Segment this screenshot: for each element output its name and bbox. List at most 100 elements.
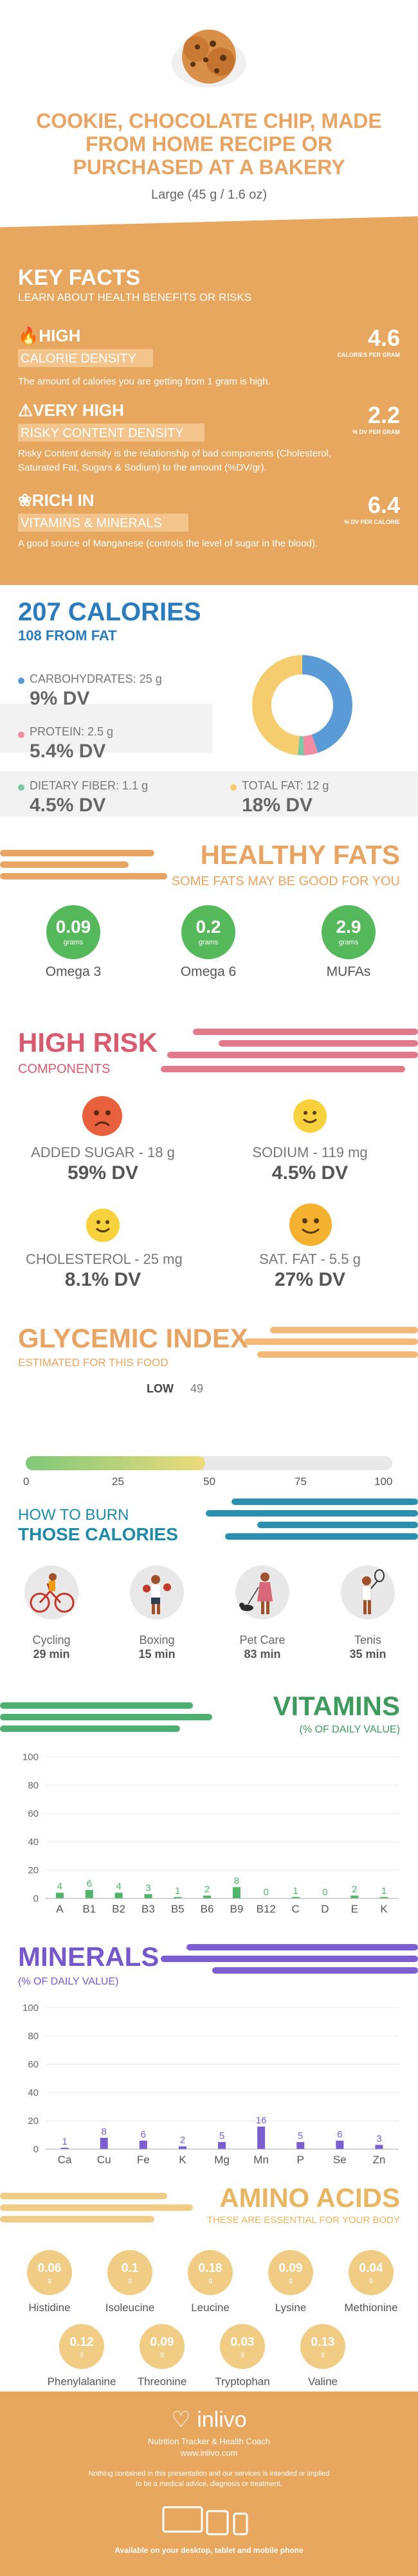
- fat-dot: [230, 784, 237, 791]
- glycemic-section: GLYCEMIC INDEX ESTIMATED FOR THIS FOOD L…: [0, 1318, 418, 1485]
- mineral-value-label: 16: [256, 2115, 267, 2126]
- leaf-icon: ❀: [18, 491, 32, 510]
- fiber-dot: [18, 784, 24, 791]
- footer-url[interactable]: www.inlivo.com: [180, 2448, 238, 2458]
- calories-from-fat: 108 FROM FAT: [18, 627, 117, 644]
- warning-icon: ⚠: [18, 401, 33, 420]
- amino-ball: 0.13 g: [300, 2324, 345, 2369]
- gi-level: LOW: [147, 1382, 174, 1395]
- serving-size: Large (45 g / 1.6 oz): [150, 188, 268, 202]
- mineral-ytick-label: 20: [28, 2116, 39, 2127]
- fact-description: A good source of Manganese (controls the…: [18, 538, 318, 549]
- decor-stripe: [232, 1499, 418, 1505]
- fat-dv: 18% DV: [242, 795, 313, 816]
- decor-stripe: [193, 1029, 418, 1035]
- burn-section: HOW TO BURN THOSE CALORIES Cycling 29 mi…: [0, 1495, 418, 1694]
- vitamin-ytick-label: 0: [33, 1893, 39, 1904]
- amino-value: 0.18: [198, 2262, 223, 2275]
- carbs-dot: [18, 678, 24, 684]
- amino-value: 0.13: [311, 2336, 335, 2349]
- decor-stripe: [244, 1338, 418, 1345]
- amino-value: 0.09: [278, 2262, 303, 2275]
- activity-label: Tenis: [354, 1634, 382, 1646]
- risk-dv: 4.5% DV: [271, 1162, 349, 1184]
- amino-unit: g: [160, 2351, 164, 2358]
- decor-stripe: [225, 1533, 418, 1540]
- donut-slice-carbohydrates: [302, 655, 352, 753]
- mineral-bar: [178, 2146, 186, 2149]
- decor-stripe: [161, 1956, 418, 1962]
- footer-section: ♡ inlivo Nutrition Tracker & Health Coac…: [0, 2391, 418, 2576]
- decor-stripe: [167, 1052, 418, 1058]
- vitamin-category-label: B9: [230, 1903, 244, 1915]
- mineral-bar: [296, 2142, 305, 2149]
- decor-stripe: [0, 2216, 154, 2222]
- fiber-label: DIETARY FIBER: 1.1 g: [30, 779, 149, 792]
- amino-subtitle: THESE ARE ESSENTIAL FOR YOUR BODY: [206, 2215, 400, 2226]
- amino-label: Methionine: [344, 2301, 398, 2314]
- amino-ball: 0.06 g: [27, 2250, 72, 2295]
- key-facts-section: KEY FACTS LEARN ABOUT HEALTH BENEFITS OR…: [0, 235, 418, 585]
- vitamin-bar: [55, 1893, 64, 1898]
- amino-unit: g: [321, 2351, 325, 2358]
- heart-icon: ♡: [171, 2408, 191, 2432]
- footer-disclaimer: to be a medical advice, diagnosis or tre…: [136, 2480, 282, 2488]
- mineral-category-label: Se: [333, 2154, 347, 2166]
- decor-stripe: [0, 1714, 212, 1720]
- vitamin-category-label: B5: [171, 1903, 185, 1915]
- glycemic-subtitle: ESTIMATED FOR THIS FOOD: [18, 1356, 168, 1369]
- vitamin-category-label: A: [56, 1903, 64, 1915]
- vitamin-ytick-label: 60: [28, 1808, 39, 1819]
- high-risk-title: HIGH RISK: [18, 1027, 158, 1058]
- risk-label: SODIUM - 119 mg: [252, 1144, 368, 1160]
- devices-icon: [158, 2505, 261, 2540]
- minerals-title: MINERALS: [18, 1941, 159, 1972]
- decor-stripe: [0, 1702, 193, 1709]
- amino-label: Threonine: [137, 2375, 187, 2388]
- glycemic-title: GLYCEMIC INDEX: [18, 1323, 248, 1353]
- omega3-label: Omega 3: [45, 964, 102, 979]
- amino-title: AMINO ACIDS: [219, 2183, 400, 2213]
- mineral-category-label: Cu: [97, 2154, 111, 2166]
- decor-stripe: [270, 1327, 418, 1333]
- amino-ball: 0.09 g: [140, 2324, 185, 2369]
- fact-value: 2.2: [367, 402, 400, 428]
- donut-slice-fat: [252, 655, 302, 755]
- fact-level: ⚠VERY HIGH: [18, 401, 124, 420]
- amino-value: 0.1: [121, 2262, 139, 2275]
- fat-row-bg: [209, 771, 418, 816]
- fact-value: 6.4: [367, 492, 400, 518]
- activity-label: Pet Care: [239, 1634, 286, 1646]
- activity-label: Cycling: [32, 1634, 71, 1646]
- vitamin-ytick-label: 100: [23, 1752, 39, 1763]
- vitamin-bar: [291, 1896, 300, 1898]
- amino-ball: 0.03 g: [220, 2324, 265, 2369]
- vitamin-value-label: 2: [352, 1884, 357, 1895]
- vitamin-category-label: B6: [201, 1903, 214, 1915]
- fact-unit: CALORIES PER GRAM: [337, 352, 400, 358]
- omega6-value: 0.2: [195, 917, 221, 937]
- vitamin-value-label: 6: [87, 1878, 92, 1889]
- mineral-ytick-label: 100: [23, 2003, 39, 2013]
- vitamin-value-label: 0: [322, 1887, 327, 1898]
- vitamin-category-label: B1: [82, 1903, 96, 1915]
- amino-label: Valine: [308, 2375, 338, 2388]
- amino-unit: g: [369, 2277, 373, 2284]
- dog-walking-icon: [235, 1565, 289, 1619]
- key-facts-title: KEY FACTS: [18, 266, 141, 290]
- decor-stripe: [161, 1066, 405, 1072]
- activity-time: 15 min: [138, 1648, 176, 1661]
- amino-value: 0.12: [69, 2336, 94, 2349]
- activity-label: Boxing: [139, 1634, 175, 1646]
- vitamin-value-label: 4: [116, 1881, 121, 1892]
- vitamin-bar: [114, 1893, 123, 1898]
- vitamins-bar-chart: 0 20 40 60 80 100 4 A 6 B1 4 B2 3 B3 1 B5 2 B6 8 B9 0 B12 1 C 0 D…: [23, 1752, 399, 1915]
- mineral-bar: [257, 2126, 266, 2149]
- fiber-row-bg: [0, 771, 209, 816]
- amino-unit: g: [289, 2277, 293, 2284]
- footer-disclaimer: Nothing contained in this presentation a…: [88, 2470, 330, 2478]
- gi-bar-fill: [26, 1456, 206, 1470]
- omega3-unit: grams: [63, 939, 84, 946]
- gi-tick: 25: [112, 1475, 124, 1488]
- healthy-fats-title: HEALTHY FATS: [200, 840, 400, 870]
